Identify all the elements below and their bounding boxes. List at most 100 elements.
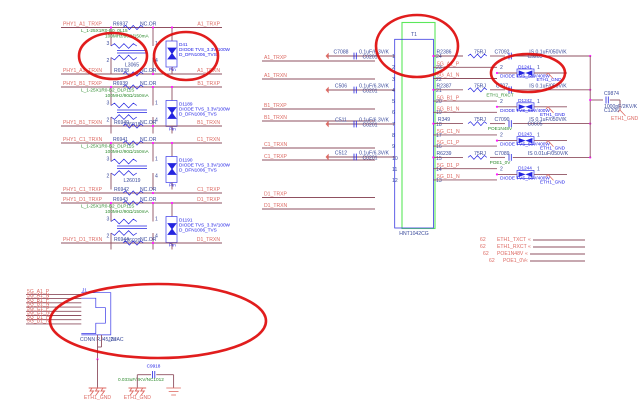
svg-text:D1_TRXN: D1_TRXN (264, 203, 288, 209)
svg-text:POE1_0V: POE1_0V (503, 258, 526, 264)
svg-text:B1_TRXN: B1_TRXN (264, 115, 287, 121)
svg-text:C0201: C0201 (362, 123, 377, 129)
svg-text:5G_B1_P: 5G_B1_P (437, 95, 460, 101)
svg-text:C7092: C7092 (494, 50, 509, 56)
svg-text:POE1N48V: POE1N48V (488, 126, 513, 131)
svg-text:C1_TRXP: C1_TRXP (264, 154, 288, 160)
svg-text:4: 4 (392, 88, 395, 94)
svg-text:J2#: J2# (108, 337, 116, 343)
svg-text:11: 11 (392, 167, 397, 173)
svg-text:L_1-25X1R0-B2_DLP11S: L_1-25X1R0-B2_DLP11S (81, 88, 134, 93)
svg-text:PHY1_C1_TRXP: PHY1_C1_TRXP (63, 187, 103, 193)
svg-text:62: 62 (483, 251, 489, 257)
svg-text:5G_C1_N: 5G_C1_N (437, 129, 460, 135)
svg-text:R2386: R2386 (436, 50, 451, 56)
svg-text:5G_A1_N: 5G_A1_N (437, 73, 460, 79)
svg-text:L26019: L26019 (124, 178, 141, 184)
svg-text:IS 0.01uF/050V/K: IS 0.01uF/050V/K (528, 151, 569, 157)
svg-text:A1_TRXN: A1_TRXN (264, 73, 287, 79)
svg-text:62: 62 (480, 237, 486, 243)
svg-text:PHY1_D1_TRXP: PHY1_D1_TRXP (63, 197, 103, 203)
svg-text:C0201: C0201 (362, 89, 377, 95)
svg-text:75RJ: 75RJ (474, 117, 486, 123)
svg-text:C7088: C7088 (333, 50, 348, 56)
svg-text:B1_TRXP: B1_TRXP (264, 103, 287, 109)
svg-text:ETH1_GND: ETH1_GND (611, 116, 638, 122)
svg-text:8: 8 (392, 133, 395, 139)
svg-text:100MHz/90Ω/150mA: 100MHz/90Ω/150mA (105, 209, 150, 214)
svg-text:ETH1_RXCT: ETH1_RXCT (497, 244, 527, 250)
svg-text:C7089: C7089 (494, 151, 509, 157)
svg-text:3: 3 (392, 77, 395, 83)
svg-text:D1_TRXP: D1_TRXP (197, 197, 221, 203)
svg-text:5: 5 (392, 99, 395, 105)
svg-text:C0201: C0201 (362, 55, 377, 61)
svg-text:R6941: R6941 (113, 137, 128, 143)
svg-text:ETH1_TXCT: ETH1_TXCT (497, 237, 526, 243)
svg-text:PHY1_D1_TRXN: PHY1_D1_TRXN (63, 237, 103, 243)
svg-text:7: 7 (392, 122, 395, 128)
svg-text:L_1-25X1R0-B0_0L15: L_1-25X1R0-B0_0L15 (81, 28, 128, 33)
svg-text:L_1-25X1R0-B2_DLP11S: L_1-25X1R0-B2_DLP11S (81, 144, 134, 149)
svg-text:D1_TRXP: D1_TRXP (264, 192, 288, 198)
svg-text:C1_TRXN: C1_TRXN (264, 142, 288, 148)
svg-text:ETH1_GND: ETH1_GND (536, 77, 562, 82)
svg-text:POE1N48V: POE1N48V (497, 251, 524, 257)
svg-text:C1206: C1206 (604, 108, 619, 114)
svg-text:D1244: D1244 (518, 165, 532, 170)
svg-text:6: 6 (392, 110, 395, 116)
svg-text:100MHz/90Ω/150mA: 100MHz/90Ω/150mA (105, 93, 150, 98)
svg-text:«: « (528, 244, 531, 250)
svg-text:62: 62 (489, 258, 495, 264)
svg-text:D_DFN1006_TVS: D_DFN1006_TVS (179, 168, 217, 173)
svg-text:D_DFN1006_TVS: D_DFN1006_TVS (179, 52, 217, 57)
svg-text:C1_TRXN: C1_TRXN (197, 137, 221, 143)
svg-text:T1: T1 (411, 32, 417, 38)
svg-text:PHY1_B1_TRXP: PHY1_B1_TRXP (63, 81, 102, 87)
svg-text:ETH1_GND: ETH1_GND (124, 395, 151, 401)
svg-text:A1_TRXP: A1_TRXP (264, 55, 287, 61)
svg-text:75RJ: 75RJ (474, 50, 486, 56)
svg-text:D1_TRXN: D1_TRXN (197, 237, 221, 243)
svg-text:62: 62 (480, 244, 486, 250)
svg-text:C511: C511 (335, 118, 347, 124)
svg-text:R349: R349 (438, 117, 450, 123)
svg-text:5G_D1_N: 5G_D1_N (437, 174, 460, 180)
svg-text:C7090: C7090 (494, 117, 509, 123)
svg-text:5G_C1_P: 5G_C1_P (437, 140, 460, 146)
svg-text:C506: C506 (335, 84, 347, 90)
svg-text:D1242: D1242 (518, 98, 532, 103)
svg-text:L_1-25X1R0-B2_DLP11S: L_1-25X1R0-B2_DLP11S (81, 204, 134, 209)
svg-text:R6943: R6943 (113, 197, 128, 203)
svg-text:10: 10 (392, 156, 398, 162)
svg-text:100MHz/90Ω/150mA: 100MHz/90Ω/150mA (105, 149, 150, 154)
svg-text:CONN RJ45_8JAC: CONN RJ45_8JAC (80, 337, 124, 343)
svg-text:A1_TRXP: A1_TRXP (197, 22, 220, 28)
svg-text:12: 12 (392, 178, 398, 184)
svg-text:ETH1_RXCT: ETH1_RXCT (486, 92, 513, 97)
svg-text:B1_TRXP: B1_TRXP (197, 81, 220, 87)
svg-text:5G_B1_N: 5G_B1_N (437, 106, 460, 112)
svg-text:«: « (528, 237, 531, 243)
svg-text:«: « (525, 258, 528, 264)
svg-text:C512: C512 (335, 151, 347, 157)
svg-text:C0605: C0605 (527, 122, 542, 128)
svg-text:1: 1 (392, 54, 395, 60)
svg-text:PHY1_B1_TRXN: PHY1_B1_TRXN (63, 120, 102, 126)
svg-text:PHY1_A1_TRXN: PHY1_A1_TRXN (63, 68, 102, 74)
svg-text:C1_TRXP: C1_TRXP (197, 187, 221, 193)
svg-text:ETH1_GND: ETH1_GND (84, 395, 111, 401)
svg-text:75RJ: 75RJ (474, 151, 486, 157)
svg-text:HNT1042CG: HNT1042CG (399, 231, 428, 237)
svg-text:B1_TRXN: B1_TRXN (197, 120, 220, 126)
svg-text:R6239: R6239 (436, 151, 451, 157)
svg-text:PHY1_A1_TRXP: PHY1_A1_TRXP (63, 22, 102, 28)
svg-text:D_DFN1006_TVS: D_DFN1006_TVS (179, 228, 217, 233)
svg-text:PHY1_C1_TRXN: PHY1_C1_TRXN (63, 137, 103, 143)
svg-text:C9874: C9874 (604, 91, 619, 97)
svg-text:POE1_0V: POE1_0V (490, 160, 512, 165)
svg-text:R6937: R6937 (113, 22, 128, 28)
svg-text:C9918: C9918 (147, 364, 161, 369)
svg-text:R2387: R2387 (436, 83, 451, 89)
svg-text:0.033uF/2KV/NC1012: 0.033uF/2KV/NC1012 (118, 377, 164, 382)
